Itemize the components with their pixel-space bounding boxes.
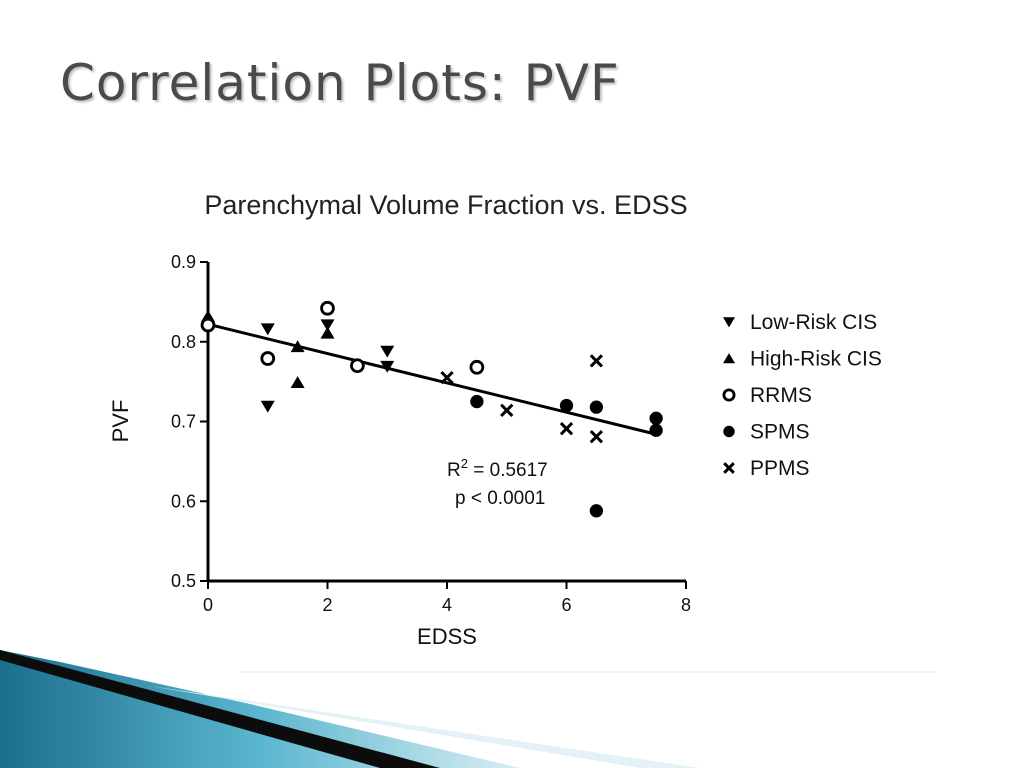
y-axis-label: PVF bbox=[108, 400, 133, 443]
y-tick-label: 0.9 bbox=[171, 252, 196, 272]
data-point-spms bbox=[470, 394, 484, 409]
data-point-rrms bbox=[260, 351, 276, 366]
data-point-low-risk-cis bbox=[380, 360, 395, 373]
data-point-low-risk-cis bbox=[260, 400, 275, 413]
chart-title: Parenchymal Volume Fraction vs. EDSS bbox=[204, 190, 687, 220]
legend-label-low-risk-cis: Low-Risk CIS bbox=[750, 311, 877, 334]
data-point-rrms bbox=[469, 359, 485, 375]
data-point-high-risk-cis bbox=[290, 340, 305, 353]
series-low-risk-cis bbox=[260, 319, 395, 413]
legend-label-rrms: RRMS bbox=[750, 384, 812, 407]
data-point-spms bbox=[589, 504, 604, 518]
data-point-ppms bbox=[440, 370, 454, 385]
y-tick-label: 0.6 bbox=[171, 491, 196, 511]
slide-title: Correlation Plots: PVF bbox=[60, 54, 620, 112]
y-tick-label: 0.7 bbox=[171, 412, 196, 432]
data-point-spms bbox=[649, 423, 663, 437]
decorative-swoosh-band bbox=[0, 650, 520, 768]
y-tick-label: 0.8 bbox=[171, 332, 196, 352]
x-tick-label: 2 bbox=[322, 595, 332, 615]
data-point-low-risk-cis bbox=[260, 323, 275, 336]
x-tick-label: 0 bbox=[203, 595, 213, 615]
data-point-low-risk-cis bbox=[320, 319, 335, 332]
x-stroke bbox=[589, 354, 604, 368]
legend: Low-Risk CIS High-Risk CIS RRMS SPMS PPMS bbox=[722, 311, 882, 480]
data-point-high-risk-cis bbox=[320, 326, 335, 339]
x-stroke bbox=[559, 422, 574, 436]
data-point-ppms bbox=[500, 403, 514, 417]
legend-marker-spms bbox=[723, 425, 735, 438]
data-point-ppms bbox=[559, 422, 574, 436]
x-stroke bbox=[500, 403, 514, 417]
decorative-dark-stripe bbox=[0, 650, 440, 768]
y-tick-label: 0.5 bbox=[171, 571, 196, 591]
legend-label-high-risk-cis: High-Risk CIS bbox=[750, 348, 882, 371]
series-rrms bbox=[200, 300, 485, 375]
x-tick-label: 6 bbox=[561, 595, 571, 615]
x-tick-label: 4 bbox=[442, 595, 452, 615]
x-stroke bbox=[440, 370, 454, 385]
legend-marker-ppms bbox=[723, 462, 735, 474]
series-ppms bbox=[440, 354, 604, 444]
data-point-ppms bbox=[589, 354, 604, 368]
data-point-spms bbox=[649, 411, 663, 425]
legend-label-ppms: PPMS bbox=[750, 457, 810, 480]
data-point-high-risk-cis bbox=[290, 376, 305, 389]
decorative-light-stripe bbox=[150, 686, 700, 768]
series-spms bbox=[470, 394, 663, 518]
x-stroke bbox=[723, 462, 735, 474]
legend-marker-low-risk-cis bbox=[723, 317, 735, 328]
legend-label-spms: SPMS bbox=[750, 421, 810, 444]
x-tick-label: 8 bbox=[681, 595, 691, 615]
data-point-rrms bbox=[320, 300, 335, 316]
data-point-rrms bbox=[350, 358, 365, 374]
legend-marker-rrms bbox=[722, 388, 736, 402]
p-value-annotation: p < 0.0001 bbox=[455, 488, 545, 509]
data-point-spms bbox=[589, 400, 604, 414]
data-point-low-risk-cis bbox=[380, 345, 395, 358]
x-axis-label: EDSS bbox=[417, 624, 477, 649]
data-point-rrms bbox=[200, 317, 216, 333]
regression-line bbox=[207, 322, 657, 436]
data-point-ppms bbox=[589, 429, 604, 444]
data-point-spms bbox=[559, 398, 574, 413]
legend-marker-high-risk-cis bbox=[723, 353, 735, 364]
r-squared-annotation: R2 = 0.5617 bbox=[447, 456, 548, 481]
x-stroke bbox=[589, 429, 604, 444]
